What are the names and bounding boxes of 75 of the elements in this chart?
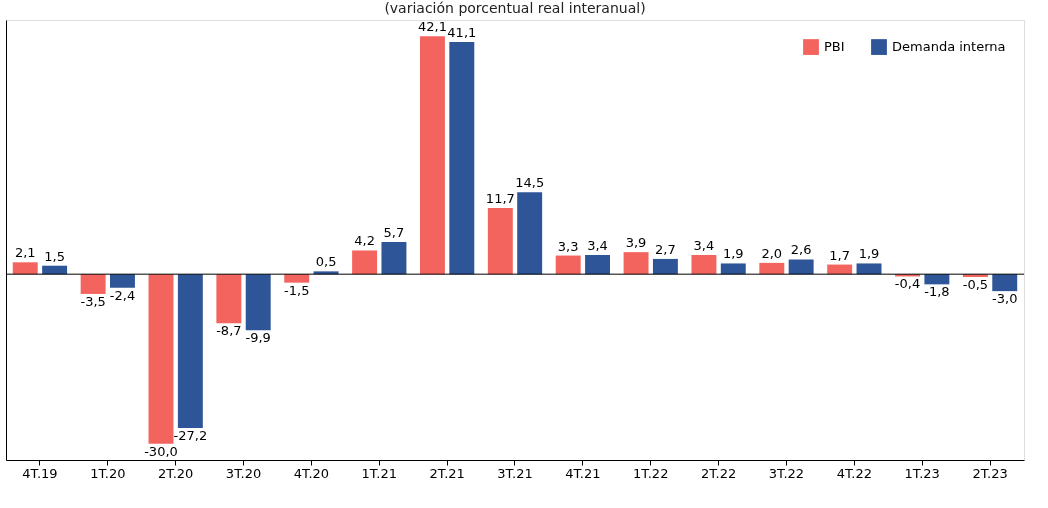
data-label: -2,4 bbox=[109, 287, 136, 303]
bar bbox=[313, 271, 339, 275]
bar bbox=[148, 274, 174, 444]
bar bbox=[352, 250, 378, 275]
data-label: -1,8 bbox=[924, 284, 950, 300]
bar bbox=[110, 274, 135, 288]
x-tick-label: 1T.23 bbox=[904, 465, 940, 481]
data-label: -3,0 bbox=[992, 291, 1018, 307]
bar bbox=[12, 262, 38, 275]
data-label: -30,0 bbox=[144, 443, 178, 459]
x-tick-label: 2T.22 bbox=[700, 465, 737, 481]
x-tick-label: 2T.21 bbox=[429, 465, 465, 481]
bar bbox=[284, 274, 310, 283]
bar bbox=[992, 274, 1018, 292]
data-label: -9,9 bbox=[245, 330, 271, 346]
bar bbox=[691, 254, 717, 275]
x-tick-label: 1T.21 bbox=[361, 465, 397, 481]
data-label: 1,7 bbox=[829, 247, 850, 263]
data-label: 4,2 bbox=[354, 233, 375, 249]
x-tick-label: 2T.20 bbox=[157, 465, 194, 481]
data-label: -8,7 bbox=[216, 323, 242, 339]
data-label: 5,7 bbox=[383, 224, 405, 240]
data-label: 3,4 bbox=[693, 237, 715, 253]
data-label: 41,1 bbox=[447, 24, 477, 40]
x-tick-label: 4T.19 bbox=[22, 465, 58, 481]
x-tick-label: 1T.22 bbox=[633, 465, 669, 481]
bar bbox=[856, 263, 882, 275]
bar bbox=[449, 41, 475, 275]
bar bbox=[517, 192, 543, 275]
bar bbox=[555, 255, 581, 275]
data-label: 42,1 bbox=[417, 19, 447, 35]
data-label: 11,7 bbox=[485, 191, 515, 207]
bar bbox=[419, 36, 445, 275]
bar bbox=[720, 263, 746, 275]
data-label: 2,1 bbox=[14, 245, 36, 261]
x-tick-label: 4T.22 bbox=[836, 465, 873, 481]
bar bbox=[759, 262, 785, 275]
bar bbox=[177, 274, 203, 428]
x-tick-label: 4T.20 bbox=[293, 465, 330, 481]
x-tick-label: 4T.21 bbox=[565, 465, 601, 481]
x-tick-label: 3T.21 bbox=[497, 465, 533, 481]
bar bbox=[827, 264, 853, 275]
data-label: 2,7 bbox=[655, 241, 676, 257]
data-label: 3,9 bbox=[625, 235, 647, 251]
bar bbox=[788, 259, 814, 275]
data-label: 3,4 bbox=[587, 237, 608, 253]
bar bbox=[623, 252, 649, 275]
bar bbox=[80, 274, 106, 294]
data-label: 0,5 bbox=[315, 254, 337, 270]
data-label: -3,5 bbox=[80, 293, 106, 309]
data-label: 1,5 bbox=[44, 248, 65, 264]
x-tick-label: 1T.20 bbox=[90, 465, 126, 481]
bar bbox=[487, 208, 513, 275]
data-label: 14,5 bbox=[515, 175, 545, 191]
x-tick-label: 2T.23 bbox=[972, 465, 1008, 481]
bar bbox=[216, 274, 242, 324]
bar bbox=[42, 265, 68, 275]
legend-label: Demanda interna bbox=[892, 39, 1006, 55]
x-tick-label: 3T.22 bbox=[768, 465, 805, 481]
data-label: 1,9 bbox=[722, 246, 744, 262]
data-label: 2,6 bbox=[790, 242, 812, 258]
data-label: 3,3 bbox=[557, 238, 579, 254]
data-label: 2,0 bbox=[761, 245, 783, 261]
data-label: 1,9 bbox=[858, 246, 880, 262]
bar bbox=[381, 241, 407, 275]
data-label: -0,4 bbox=[894, 276, 921, 292]
data-label: -1,5 bbox=[284, 282, 310, 298]
bar bbox=[585, 254, 611, 275]
legend-label: PBI bbox=[824, 39, 845, 55]
data-label: -0,5 bbox=[962, 277, 989, 293]
chart-subtitle: (variación porcentual real interanual) bbox=[384, 0, 646, 16]
bar bbox=[652, 258, 678, 275]
data-label: -27,2 bbox=[173, 427, 208, 443]
bar bbox=[245, 274, 271, 331]
x-tick-label: 3T.20 bbox=[225, 465, 262, 481]
